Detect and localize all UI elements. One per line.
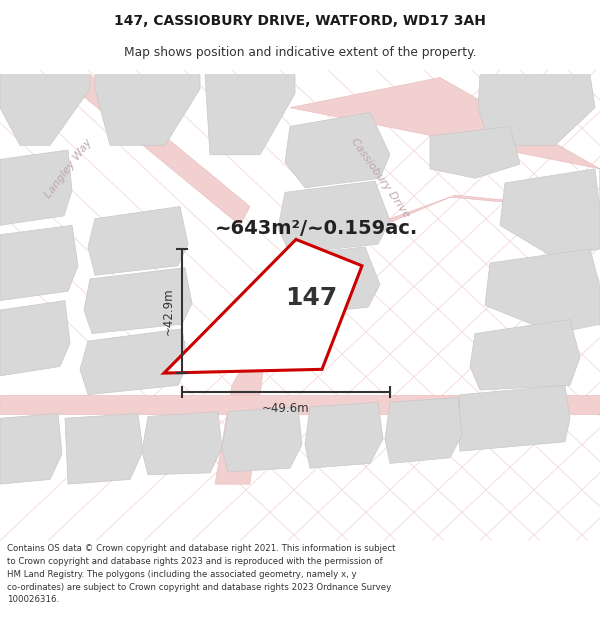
Polygon shape (0, 301, 70, 376)
Polygon shape (305, 402, 383, 468)
Polygon shape (268, 247, 380, 317)
Polygon shape (278, 181, 390, 254)
Polygon shape (0, 75, 250, 225)
Text: 147, CASSIOBURY DRIVE, WATFORD, WD17 3AH: 147, CASSIOBURY DRIVE, WATFORD, WD17 3AH (114, 14, 486, 28)
Text: ~42.9m: ~42.9m (161, 287, 175, 335)
Polygon shape (88, 206, 188, 275)
Polygon shape (430, 126, 520, 178)
Polygon shape (142, 412, 222, 475)
Text: Map shows position and indicative extent of the property.: Map shows position and indicative extent… (124, 46, 476, 59)
Polygon shape (470, 319, 580, 390)
Text: Cassiobury Drive: Cassiobury Drive (349, 137, 411, 220)
Polygon shape (385, 398, 462, 464)
Polygon shape (0, 150, 72, 225)
Polygon shape (95, 75, 200, 145)
Polygon shape (0, 75, 90, 145)
Polygon shape (485, 249, 600, 334)
Text: Contains OS data © Crown copyright and database right 2021. This information is : Contains OS data © Crown copyright and d… (7, 544, 396, 604)
Polygon shape (478, 75, 595, 145)
Polygon shape (285, 112, 390, 188)
Polygon shape (222, 407, 302, 472)
Polygon shape (0, 395, 600, 414)
Text: ~49.6m: ~49.6m (262, 402, 310, 416)
Text: ~643m²/~0.159ac.: ~643m²/~0.159ac. (215, 219, 418, 238)
Polygon shape (0, 414, 62, 484)
Polygon shape (164, 239, 362, 373)
Polygon shape (500, 169, 600, 258)
Polygon shape (84, 268, 192, 334)
Polygon shape (65, 414, 143, 484)
Text: Langley Way: Langley Way (43, 138, 94, 200)
Polygon shape (80, 329, 188, 395)
Polygon shape (215, 78, 600, 484)
Polygon shape (458, 386, 570, 451)
Polygon shape (0, 225, 78, 301)
Polygon shape (205, 75, 295, 155)
Text: 147: 147 (285, 286, 337, 310)
